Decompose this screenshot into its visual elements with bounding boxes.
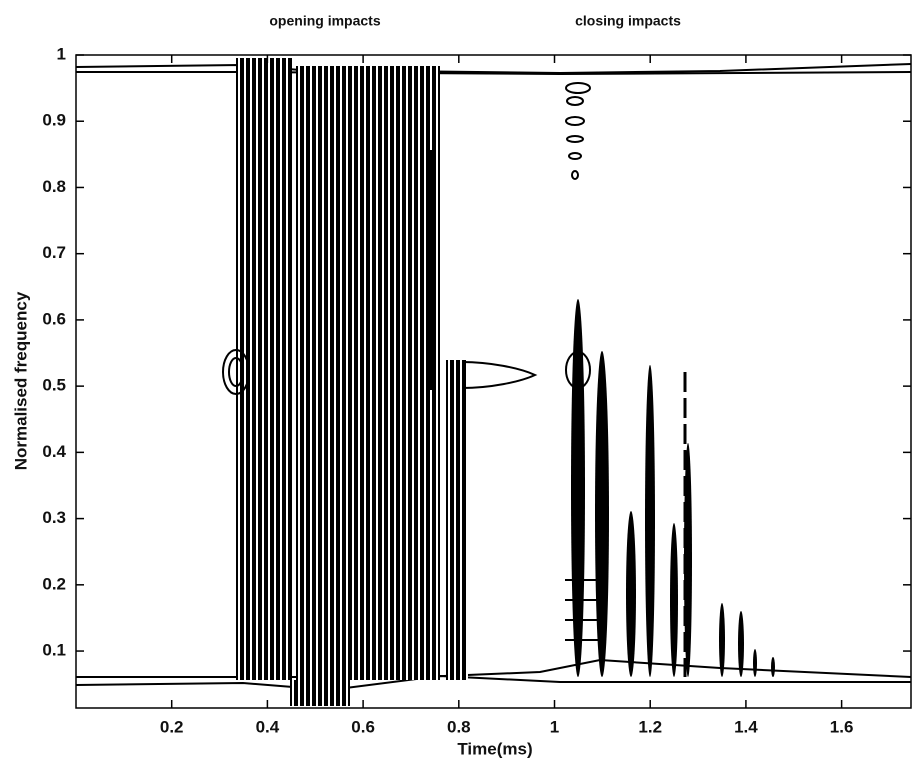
contour-loop: [565, 82, 591, 94]
contour-spike: [670, 523, 678, 677]
contour-line: [76, 658, 912, 678]
y-tick-label: 1: [57, 44, 66, 63]
contour-spike: [595, 351, 609, 677]
x-tick-label: 1.6: [830, 717, 854, 736]
contour-block: [236, 58, 292, 680]
contour-spike: [719, 603, 725, 677]
contour-loop: [566, 135, 584, 143]
y-tick-label: 0.3: [42, 508, 66, 527]
x-tick-label: 1: [550, 717, 559, 736]
x-tick-label: 1.4: [734, 717, 758, 736]
contour-loop: [222, 349, 250, 395]
contour-spike: [626, 511, 636, 677]
annotation: opening impacts: [269, 13, 380, 29]
contour-loop: [571, 170, 579, 180]
contour-loop: [568, 152, 582, 160]
contour-line: [565, 579, 600, 641]
contour-spike: [684, 443, 692, 677]
contour-block: [430, 150, 436, 390]
contours: [75, 58, 912, 706]
contour-spike: [771, 657, 775, 677]
contour-block: [296, 66, 440, 680]
contour-spike: [571, 299, 585, 677]
contour-loop: [228, 357, 244, 387]
contour-line: [75, 674, 911, 692]
annotation: closing impacts: [575, 13, 681, 29]
x-tick-label: 1.2: [638, 717, 662, 736]
y-tick-label: 0.4: [42, 442, 66, 461]
y-tick-label: 0.6: [42, 309, 66, 328]
contour-spike: [738, 611, 744, 677]
y-axis-label: Normalised frequency: [11, 291, 30, 470]
contour-loop: [565, 116, 585, 126]
x-tick-label: 0.2: [160, 717, 184, 736]
contour-loop: [461, 361, 538, 389]
y-tick-label: 0.1: [42, 641, 66, 660]
contour-spike: [753, 649, 757, 677]
contour-loop: [566, 96, 584, 106]
x-tick-label: 0.8: [447, 717, 471, 736]
y-tick-label: 0.2: [42, 574, 66, 593]
y-tick-label: 0.7: [42, 243, 66, 262]
x-tick-label: 0.6: [351, 717, 375, 736]
contour-block: [446, 360, 468, 680]
y-tick-label: 0.5: [42, 376, 66, 395]
contour-block: [290, 680, 350, 706]
contour-loop: [565, 351, 591, 389]
y-tick-label: 0.8: [42, 177, 66, 196]
x-axis-label: Time(ms): [457, 739, 532, 758]
y-tick-label: 0.9: [42, 111, 66, 130]
plot-frame: [75, 54, 912, 709]
contour-spike: [645, 365, 655, 677]
x-tick-label: 0.4: [256, 717, 280, 736]
